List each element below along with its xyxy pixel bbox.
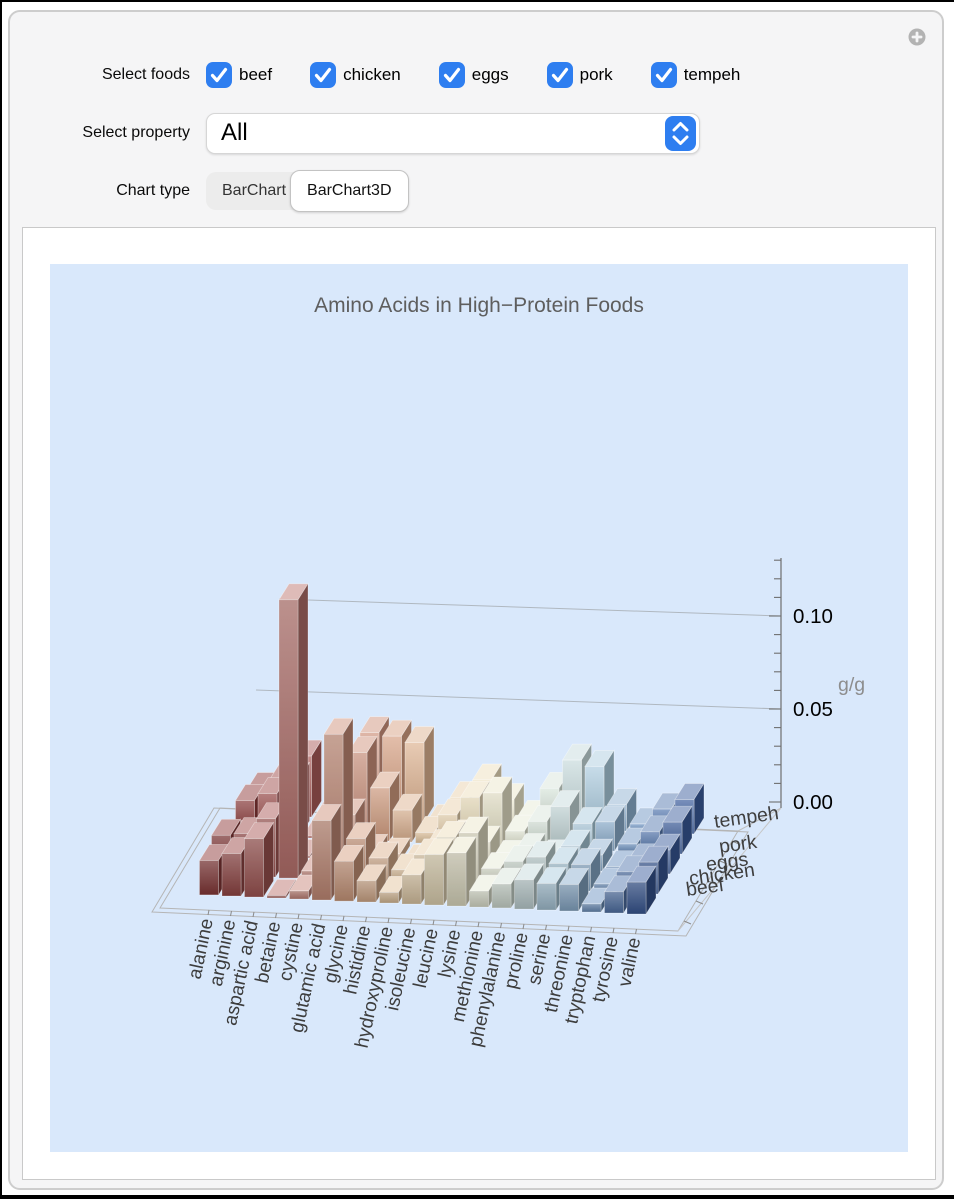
property-row: Select property All [22,112,700,154]
svg-text:Amino Acids in High−Protein Fo: Amino Acids in High−Protein Foods [314,294,644,317]
plot-panel: Amino Acids in High−Protein Foods 0.00 0.0… [50,264,908,1152]
checkbox-checked-icon [546,62,573,88]
checkbox-label: chicken [343,65,401,84]
checkbox-label: beef [239,65,273,84]
svg-text:pork: pork [718,831,759,858]
svg-text:tempeh: tempeh [713,802,780,833]
checkbox-label: tempeh [683,65,741,84]
checkbox-eggs[interactable]: eggs [438,62,509,88]
checkbox-tempeh[interactable]: tempeh [650,62,741,88]
foods-row: Select foods beef chicken [22,61,740,89]
screenshot-border-left [0,0,2,1196]
checkbox-checked-icon [206,62,232,88]
setter-barchart3d-button[interactable]: BarChart3D [290,170,409,212]
checkbox-checked-icon [438,62,465,88]
svg-text:g/g: g/g [838,674,865,696]
checkbox-checked-icon [310,62,337,88]
screenshot-border-bottom [0,1195,954,1199]
chart-type-label: Chart type [116,182,190,199]
chart-frame: Amino Acids in High−Protein Foods 0.00 0.0… [22,227,936,1180]
svg-text:0.00: 0.00 [793,791,833,814]
svg-text:beef: beef [685,874,726,901]
property-label: Select property [82,124,190,141]
bar3d-chart: Amino Acids in High−Protein Foods 0.00 0.0… [50,264,908,1152]
svg-text:0.10: 0.10 [793,605,833,628]
foods-checkbox-group: beef chicken eggs [206,62,740,88]
checkbox-label: eggs [471,65,509,84]
property-dropdown-value: All [221,119,248,146]
screenshot-border-top [0,0,954,2]
checkbox-beef[interactable]: beef [206,62,272,88]
manipulate-options-button[interactable] [908,28,926,46]
chevron-up-down-icon [672,121,689,145]
chart-type-row: Chart type BarChart BarChart3D [22,168,409,214]
checkbox-label: pork [579,65,613,84]
svg-text:0.05: 0.05 [793,698,833,721]
checkbox-checked-icon [650,62,677,88]
foods-label: Select foods [101,66,190,83]
dropdown-stepper[interactable] [665,115,696,151]
manipulate-window: Select foods beef chicken [8,10,944,1190]
setter-barchart-button[interactable]: BarChart [206,172,305,210]
plus-icon [908,28,926,46]
chart-type-setter: BarChart BarChart3D [206,170,409,212]
checkbox-chicken[interactable]: chicken [310,62,401,88]
checkbox-pork[interactable]: pork [546,62,613,88]
property-dropdown[interactable]: All [206,112,700,154]
